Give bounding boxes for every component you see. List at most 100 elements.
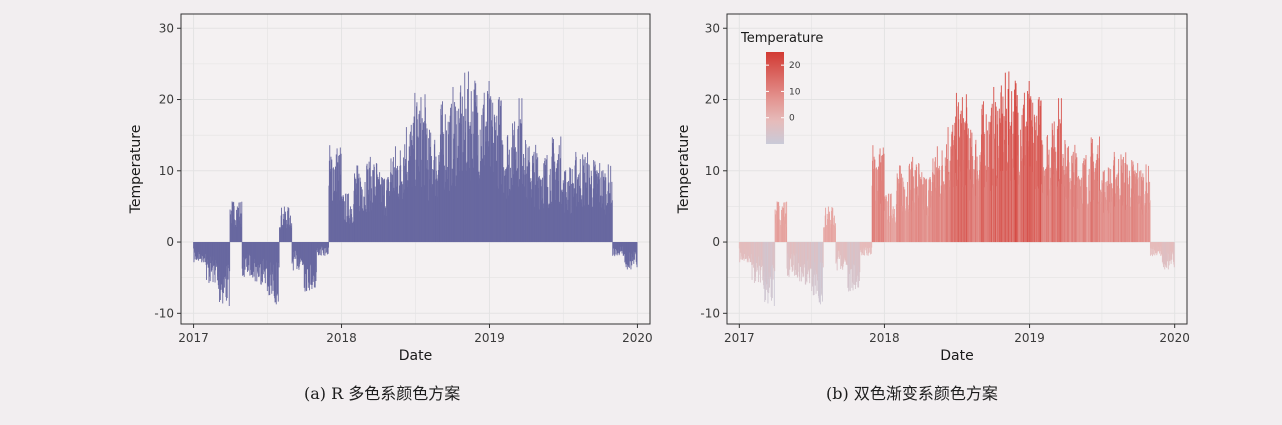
- bar: [423, 123, 425, 243]
- bar: [239, 202, 241, 243]
- bar: [985, 114, 987, 243]
- bar: [584, 156, 586, 243]
- bar: [291, 223, 293, 243]
- bar: [825, 207, 827, 243]
- bar: [209, 242, 211, 282]
- bar: [1078, 175, 1079, 243]
- bar: [911, 167, 913, 243]
- panel-border: [726, 13, 1188, 325]
- y-tick-label: 0: [712, 235, 720, 249]
- y-tick-label: 10: [159, 164, 174, 178]
- bar: [518, 98, 520, 243]
- x-axis-label: Date: [940, 348, 973, 364]
- bar: [619, 242, 621, 254]
- bar: [450, 103, 452, 243]
- bar: [926, 178, 928, 243]
- bar: [461, 96, 463, 243]
- bar: [277, 242, 279, 302]
- y-tick-label: 20: [705, 93, 720, 107]
- x-tick-label: 2020: [1159, 331, 1190, 345]
- bar: [248, 242, 250, 266]
- y-tick-label: 0: [166, 235, 174, 249]
- bar: [1107, 167, 1109, 243]
- x-axis-label: Date: [399, 348, 432, 364]
- bar: [326, 242, 327, 253]
- bar: [784, 202, 786, 243]
- bar: [795, 242, 797, 276]
- caption-a: (a) R 多色系颜色方案: [304, 384, 461, 403]
- bar: [1142, 173, 1144, 243]
- bar: [819, 242, 821, 305]
- bar: [1058, 98, 1060, 243]
- bar: [821, 242, 823, 302]
- bar: [866, 242, 868, 256]
- bar: [1125, 152, 1127, 243]
- bar: [319, 242, 321, 256]
- bar: [281, 207, 282, 243]
- legend-tick-label: 0: [789, 114, 795, 124]
- bar: [569, 167, 571, 243]
- bar: [1040, 100, 1042, 243]
- bar: [242, 242, 244, 276]
- bar: [633, 242, 635, 264]
- y-tick-label: 20: [159, 93, 174, 107]
- bar: [229, 242, 231, 272]
- bar: [955, 92, 957, 243]
- x-tick-label: 2018: [326, 331, 357, 345]
- bar: [1167, 242, 1169, 270]
- bar: [262, 242, 263, 283]
- bar: [339, 154, 340, 243]
- y-tick-label: 10: [705, 164, 720, 178]
- bar: [525, 144, 527, 243]
- bar: [794, 242, 796, 276]
- bar: [269, 242, 271, 295]
- bar: [1149, 242, 1151, 256]
- bar: [201, 242, 203, 261]
- bar: [604, 173, 606, 243]
- y-tick-label: 30: [159, 21, 174, 35]
- bar: [790, 242, 792, 267]
- bar: [879, 148, 881, 243]
- bar: [1064, 144, 1066, 243]
- bar: [320, 242, 322, 256]
- bar: [564, 171, 565, 243]
- bar: [1159, 242, 1161, 252]
- bar: [366, 163, 368, 243]
- bar: [587, 152, 589, 243]
- bar: [1121, 159, 1123, 243]
- bar: [792, 242, 794, 266]
- y-tick-label: -10: [154, 306, 174, 320]
- bar: [454, 106, 456, 243]
- bar: [771, 242, 772, 301]
- bar: [883, 153, 885, 243]
- bar: [226, 242, 228, 299]
- bar: [340, 153, 342, 243]
- bar: [989, 122, 991, 243]
- bar: [560, 136, 562, 243]
- bar: [636, 242, 638, 268]
- bar: [836, 242, 838, 271]
- bar: [869, 242, 871, 253]
- bar: [975, 139, 977, 243]
- bar: [859, 242, 861, 273]
- bar: [327, 242, 329, 254]
- bar: [507, 135, 509, 243]
- bar: [246, 242, 248, 267]
- bar: [336, 148, 338, 243]
- bar: [384, 178, 385, 243]
- bar: [1122, 156, 1124, 243]
- legend-tick-label: 10: [789, 87, 801, 97]
- bar: [1146, 182, 1148, 243]
- bar: [786, 242, 788, 276]
- x-tick-label: 2018: [869, 331, 900, 345]
- bar: [228, 242, 230, 307]
- bar: [287, 207, 289, 243]
- bar: [964, 123, 966, 243]
- bar: [773, 242, 775, 307]
- bar: [1102, 171, 1104, 243]
- bar: [771, 242, 773, 299]
- bar: [822, 242, 824, 268]
- legend-colorbar: [766, 52, 784, 144]
- bar: [1046, 135, 1048, 243]
